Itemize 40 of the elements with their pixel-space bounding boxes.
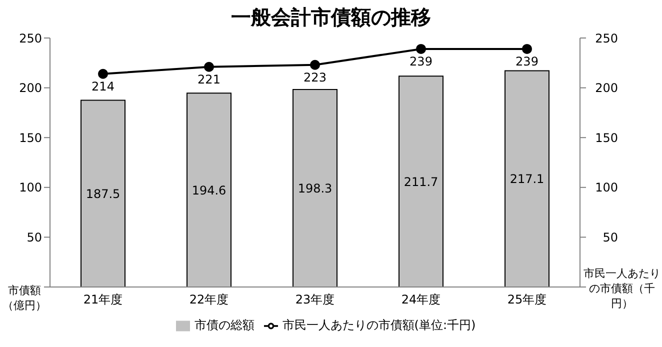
data-label: 194.6 <box>192 183 226 198</box>
data-label: 214 <box>92 79 114 94</box>
point <box>310 60 320 70</box>
y-tick-label: 250 <box>19 31 42 46</box>
x-tick-label: 25年度 <box>507 292 547 307</box>
bar <box>80 100 126 287</box>
y2-tick-label: 200 <box>595 81 618 96</box>
data-label: 198.3 <box>298 182 332 196</box>
x-tick-label: 21年度 <box>83 292 123 307</box>
bar <box>186 92 232 287</box>
x-tick-label: 22年度 <box>189 292 229 307</box>
y2-tick-label: 100 <box>595 180 618 195</box>
y2-tick-label: 150 <box>595 130 618 145</box>
legend-label: 市債の総額 <box>194 318 254 332</box>
y2-tick-label: 250 <box>595 31 618 46</box>
y2-tick-label: 50 <box>602 230 618 244</box>
x-tick-label: 23年度 <box>295 292 335 307</box>
data-label: 217.1 <box>510 172 544 186</box>
data-label: 211.7 <box>404 174 438 189</box>
data-label: 239 <box>516 54 538 68</box>
data-label: 187.5 <box>86 186 120 201</box>
y-tick-label: 100 <box>19 180 42 195</box>
y-axis-title: 市債額（億円） <box>2 283 47 313</box>
y-tick-label: 150 <box>19 130 42 145</box>
y-tick-label: 50 <box>26 230 42 244</box>
point <box>204 62 214 72</box>
point <box>522 44 532 54</box>
point <box>416 44 426 54</box>
bar <box>504 70 550 287</box>
x-tick-label: 24年度 <box>401 292 441 307</box>
legend-label: 市民一人あたりの市債額(単位:千円) <box>282 318 476 332</box>
y-tick-label: 200 <box>19 81 42 96</box>
bar <box>398 76 444 287</box>
chart-title: 一般会計市債額の推移 <box>230 4 432 31</box>
bar <box>292 88 338 287</box>
point <box>98 68 108 79</box>
data-label: 221 <box>198 72 220 86</box>
y2-axis-title: 市民一人あたりの市債額（千円） <box>582 266 662 311</box>
data-label: 223 <box>304 70 326 84</box>
data-label: 239 <box>410 54 432 68</box>
